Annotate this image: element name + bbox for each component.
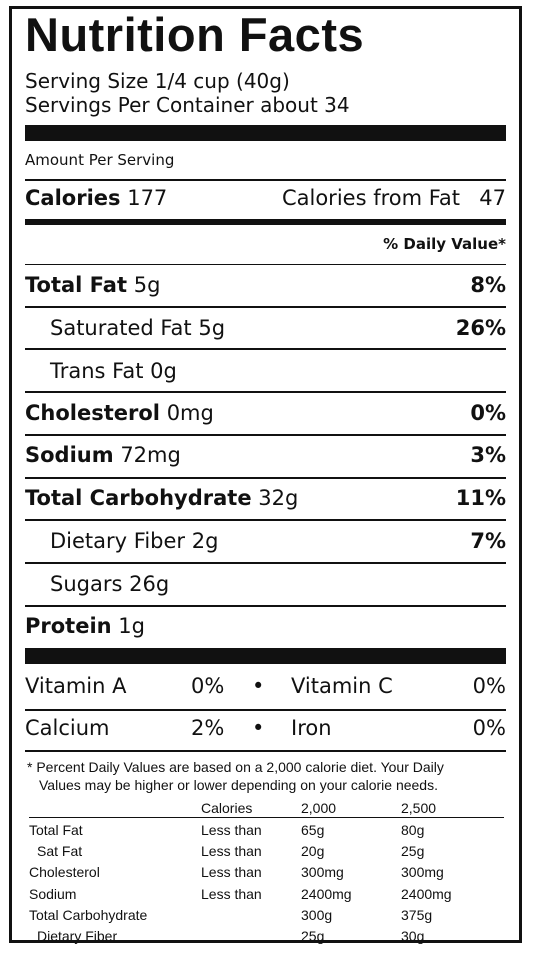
nutrient-amount: 72mg [120,443,181,467]
calories-from-fat-value: 47 [479,186,506,210]
nutrient-daily-value: 8% [470,273,506,297]
calories-from-fat-label: Calories from Fat [281,186,460,210]
vitamin-c-pct: 0% [472,674,506,698]
divider [25,519,506,521]
vitamin-c-label: Vitamin C [291,674,393,698]
ref-row-qualifier: Less than [201,864,262,880]
ref-row-2500: 2400mg [401,886,452,902]
footnote-line-1: * Percent Daily Values are based on a 2,… [27,759,444,775]
ref-row-2500: 25g [401,843,425,859]
nutrient-amount: 2g [191,529,219,553]
vitamin-a-label: Vitamin A [25,674,127,698]
footnote-line-2: Values may be higher or lower depending … [39,777,438,793]
nutrient-amount: 32g [258,486,299,510]
divider [25,264,506,265]
nutrient-label: Total Fat [25,273,128,297]
divider [25,306,506,308]
ref-row-qualifier: Less than [201,822,262,838]
nutrition-facts-label: Nutrition Facts Serving Size 1/4 cup (40… [9,6,522,944]
nutrient-row-trans-fat: Trans Fat 0g [25,357,506,385]
nutrient-row-dietary-fiber: Dietary Fiber 2g 7% [25,527,506,555]
nutrient-label: Dietary Fiber [50,529,186,553]
iron-pct: 0% [472,716,506,740]
vitamin-a-pct: 0% [191,674,225,698]
calcium-pct: 2% [191,716,225,740]
ref-row-2000: 20g [301,843,325,859]
nutrient-daily-value: 26% [455,316,506,340]
nutrient-row-sodium: Sodium 72mg 3% [25,441,506,469]
divider [25,750,506,752]
thick-divider [25,125,506,141]
divider [25,605,506,607]
divider [25,179,506,181]
ref-row-2000: 65g [301,822,325,838]
nutrient-label: Saturated Fat [50,316,192,340]
ref-header-2500: 2,500 [401,800,437,816]
ref-row-2000: 300mg [301,864,344,880]
ref-row-name: Dietary Fiber [37,928,118,944]
nutrient-row-total-carbohydrate: Total Carbohydrate 32g 11% [25,484,506,512]
nutrient-label: Total Carbohydrate [25,486,252,510]
divider [25,477,506,479]
nutrient-row-total-fat: Total Fat 5g 8% [25,271,506,299]
nutrient-row-sugars: Sugars 26g [25,570,506,598]
calories-row: Calories 177 Calories from Fat 47 [25,184,506,212]
ref-row-name: Total Fat [29,822,83,838]
nutrient-amount: 0mg [166,401,214,425]
nutrient-label: Sugars [50,572,123,596]
nutrient-label: Cholesterol [25,401,160,425]
nutrient-daily-value: 0% [470,401,506,425]
ref-header-2000: 2,000 [301,800,337,816]
ref-row-qualifier: Less than [201,843,262,859]
nutrient-amount: 5g [133,273,161,297]
nutrient-amount: 0g [150,359,177,383]
label-content: Nutrition Facts Serving Size 1/4 cup (40… [25,8,506,944]
nutrient-label: Sodium [25,443,114,467]
label-title: Nutrition Facts [25,8,365,61]
iron-label: Iron [291,716,332,740]
ref-row-name: Sodium [29,886,77,902]
nutrient-daily-value: 11% [455,486,506,510]
nutrient-label: Trans Fat [50,359,144,383]
ref-row-2000: 300g [301,907,333,923]
divider [25,348,506,350]
ref-row-name: Total Carbohydrate [29,907,148,923]
amount-per-serving: Amount Per Serving [25,151,175,169]
ref-row-2500: 375g [401,907,433,923]
calcium-label: Calcium [25,716,110,740]
bullet-separator: • [252,674,265,698]
nutrient-label: Protein [25,614,112,638]
ref-row-2500: 300mg [401,864,444,880]
nutrient-daily-value: 3% [470,443,506,467]
ref-row-2000: 25g [301,928,325,944]
divider [25,391,506,393]
calories-label: Calories [25,186,121,210]
nutrient-amount: 26g [129,572,170,596]
serving-size: Serving Size 1/4 cup (40g) [25,69,290,93]
nutrient-amount: 5g [198,316,226,340]
ref-row-name: Sat Fat [37,843,83,859]
ref-header-calories: Calories [201,800,253,816]
divider [25,434,506,436]
ref-row-2500: 80g [401,822,425,838]
divider [29,817,504,818]
servings-per-container: Servings Per Container about 34 [25,93,350,117]
nutrient-row-cholesterol: Cholesterol 0mg 0% [25,399,506,427]
nutrient-amount: 1g [118,614,145,638]
ref-row-2000: 2400mg [301,886,352,902]
nutrient-daily-value: 7% [470,529,506,553]
nutrient-row-saturated-fat: Saturated Fat 5g 26% [25,314,506,342]
thick-divider [25,648,506,664]
calories-value: 177 [127,186,168,210]
ref-row-2500: 30g [401,928,425,944]
nutrient-row-protein: Protein 1g [25,612,506,640]
divider [25,709,506,711]
daily-value-header: % Daily Value* [383,235,506,253]
bullet-separator: • [252,716,265,740]
divider [25,562,506,564]
medium-divider [25,219,506,225]
ref-row-qualifier: Less than [201,886,262,902]
ref-row-name: Cholesterol [29,864,100,880]
